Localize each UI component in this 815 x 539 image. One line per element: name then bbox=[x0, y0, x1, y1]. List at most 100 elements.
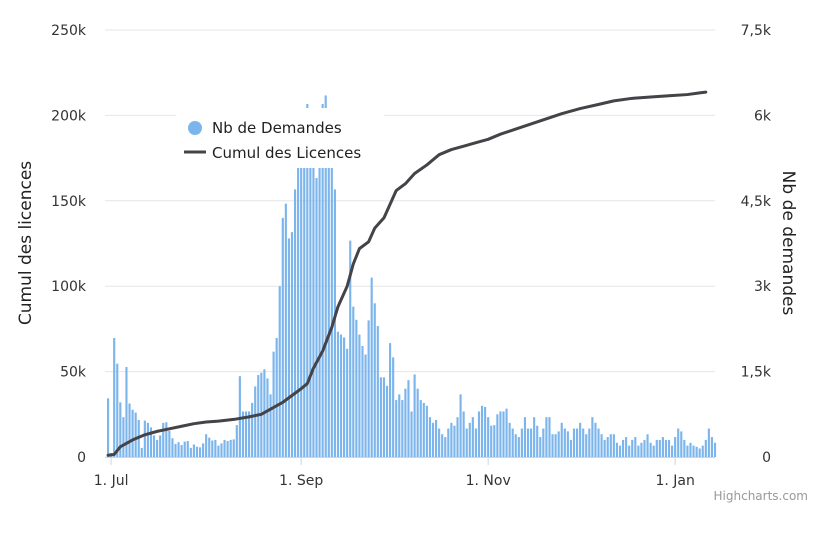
column-bar[interactable] bbox=[254, 386, 257, 457]
column-bar[interactable] bbox=[631, 439, 634, 457]
column-bar[interactable] bbox=[232, 439, 235, 457]
column-bar[interactable] bbox=[159, 435, 162, 457]
column-bar[interactable] bbox=[505, 408, 508, 457]
column-bar[interactable] bbox=[324, 95, 327, 457]
column-bar[interactable] bbox=[640, 442, 643, 457]
column-bar[interactable] bbox=[364, 354, 367, 457]
column-bar[interactable] bbox=[379, 377, 382, 457]
column-bar[interactable] bbox=[609, 434, 612, 457]
column-bar[interactable] bbox=[116, 363, 119, 457]
column-bar[interactable] bbox=[251, 402, 254, 457]
column-bar[interactable] bbox=[336, 331, 340, 457]
column-bar[interactable] bbox=[189, 447, 192, 457]
column-bar[interactable] bbox=[438, 428, 441, 457]
column-bar[interactable] bbox=[343, 337, 346, 457]
column-bar[interactable] bbox=[450, 422, 453, 457]
column-bar[interactable] bbox=[392, 357, 395, 457]
column-bar[interactable] bbox=[493, 425, 496, 457]
column-bar[interactable] bbox=[594, 422, 597, 457]
column-bar[interactable] bbox=[140, 447, 143, 457]
column-bar[interactable] bbox=[707, 428, 710, 457]
column-bar[interactable] bbox=[606, 437, 609, 457]
column-bar[interactable] bbox=[490, 425, 493, 457]
column-bar[interactable] bbox=[618, 445, 622, 457]
column-bar[interactable] bbox=[244, 411, 248, 457]
column-bar[interactable] bbox=[180, 445, 183, 457]
column-bar[interactable] bbox=[686, 445, 689, 457]
column-bar[interactable] bbox=[468, 422, 471, 457]
column-bar[interactable] bbox=[306, 104, 309, 457]
column-bar[interactable] bbox=[284, 203, 287, 457]
column-bar[interactable] bbox=[563, 428, 566, 457]
column-bar[interactable] bbox=[572, 428, 576, 457]
column-bar[interactable] bbox=[560, 422, 563, 457]
column-bar[interactable] bbox=[652, 445, 655, 457]
column-bar[interactable] bbox=[664, 439, 668, 457]
column-bar[interactable] bbox=[156, 439, 159, 457]
column-bar[interactable] bbox=[680, 431, 683, 457]
column-bar[interactable] bbox=[235, 425, 238, 457]
column-bar[interactable] bbox=[128, 403, 131, 457]
column-bar[interactable] bbox=[591, 417, 594, 457]
column-bar[interactable] bbox=[395, 400, 398, 457]
column-bar[interactable] bbox=[569, 439, 573, 457]
column-bar[interactable] bbox=[566, 431, 569, 457]
column-bar[interactable] bbox=[695, 446, 698, 457]
column-bar[interactable] bbox=[367, 320, 370, 457]
column-bar[interactable] bbox=[649, 442, 652, 457]
column-bar[interactable] bbox=[361, 345, 364, 457]
column-bar[interactable] bbox=[300, 138, 303, 458]
column-bar[interactable] bbox=[195, 446, 199, 457]
column-bar[interactable] bbox=[287, 238, 290, 457]
column-bar[interactable] bbox=[293, 189, 297, 457]
column-bar[interactable] bbox=[401, 400, 404, 457]
column-bar[interactable] bbox=[290, 232, 294, 457]
cumul-line[interactable] bbox=[106, 90, 708, 457]
column-bar[interactable] bbox=[131, 409, 134, 457]
column-bar[interactable] bbox=[683, 439, 686, 457]
column-bar[interactable] bbox=[462, 411, 465, 457]
column-bar[interactable] bbox=[220, 443, 223, 457]
column-bar[interactable] bbox=[152, 435, 156, 457]
column-bar[interactable] bbox=[312, 160, 315, 457]
column-bar[interactable] bbox=[530, 428, 533, 457]
column-bar[interactable] bbox=[542, 428, 545, 457]
column-bar[interactable] bbox=[419, 400, 422, 457]
column-bar[interactable] bbox=[634, 437, 637, 457]
column-bar[interactable] bbox=[548, 417, 551, 457]
column-bar[interactable] bbox=[186, 441, 189, 457]
column-bar[interactable] bbox=[539, 437, 542, 457]
column-bar[interactable] bbox=[502, 411, 505, 457]
column-bar[interactable] bbox=[171, 438, 174, 457]
column-bar[interactable] bbox=[425, 405, 428, 457]
column-bar[interactable] bbox=[358, 334, 361, 457]
column-bar[interactable] bbox=[275, 338, 278, 457]
column-bar[interactable] bbox=[444, 437, 447, 457]
credits-link[interactable]: Highcharts.com bbox=[714, 489, 808, 503]
column-bar[interactable] bbox=[376, 326, 379, 457]
column-bar[interactable] bbox=[465, 428, 468, 457]
column-bar[interactable] bbox=[333, 189, 336, 457]
column-bar[interactable] bbox=[508, 422, 511, 457]
column-bar[interactable] bbox=[582, 428, 585, 457]
column-bar[interactable] bbox=[217, 445, 220, 457]
column-bar[interactable] bbox=[352, 306, 355, 457]
column-bar[interactable] bbox=[496, 414, 499, 457]
column-bar[interactable] bbox=[428, 417, 431, 457]
column-bar[interactable] bbox=[621, 439, 625, 457]
column-bar[interactable] bbox=[321, 104, 324, 457]
column-bar[interactable] bbox=[441, 434, 444, 457]
column-bar[interactable] bbox=[303, 132, 306, 458]
column-bar[interactable] bbox=[202, 443, 205, 457]
column-bar[interactable] bbox=[134, 412, 137, 457]
column-bar[interactable] bbox=[713, 442, 717, 457]
column-bar[interactable] bbox=[677, 428, 680, 457]
column-bar[interactable] bbox=[667, 439, 671, 457]
column-bar[interactable] bbox=[698, 448, 701, 457]
column-bar[interactable] bbox=[536, 425, 539, 457]
column-bar[interactable] bbox=[517, 437, 520, 457]
column-bar[interactable] bbox=[404, 388, 407, 457]
column-bar[interactable] bbox=[588, 428, 591, 457]
column-bar[interactable] bbox=[499, 411, 502, 457]
column-bar[interactable] bbox=[208, 437, 211, 457]
